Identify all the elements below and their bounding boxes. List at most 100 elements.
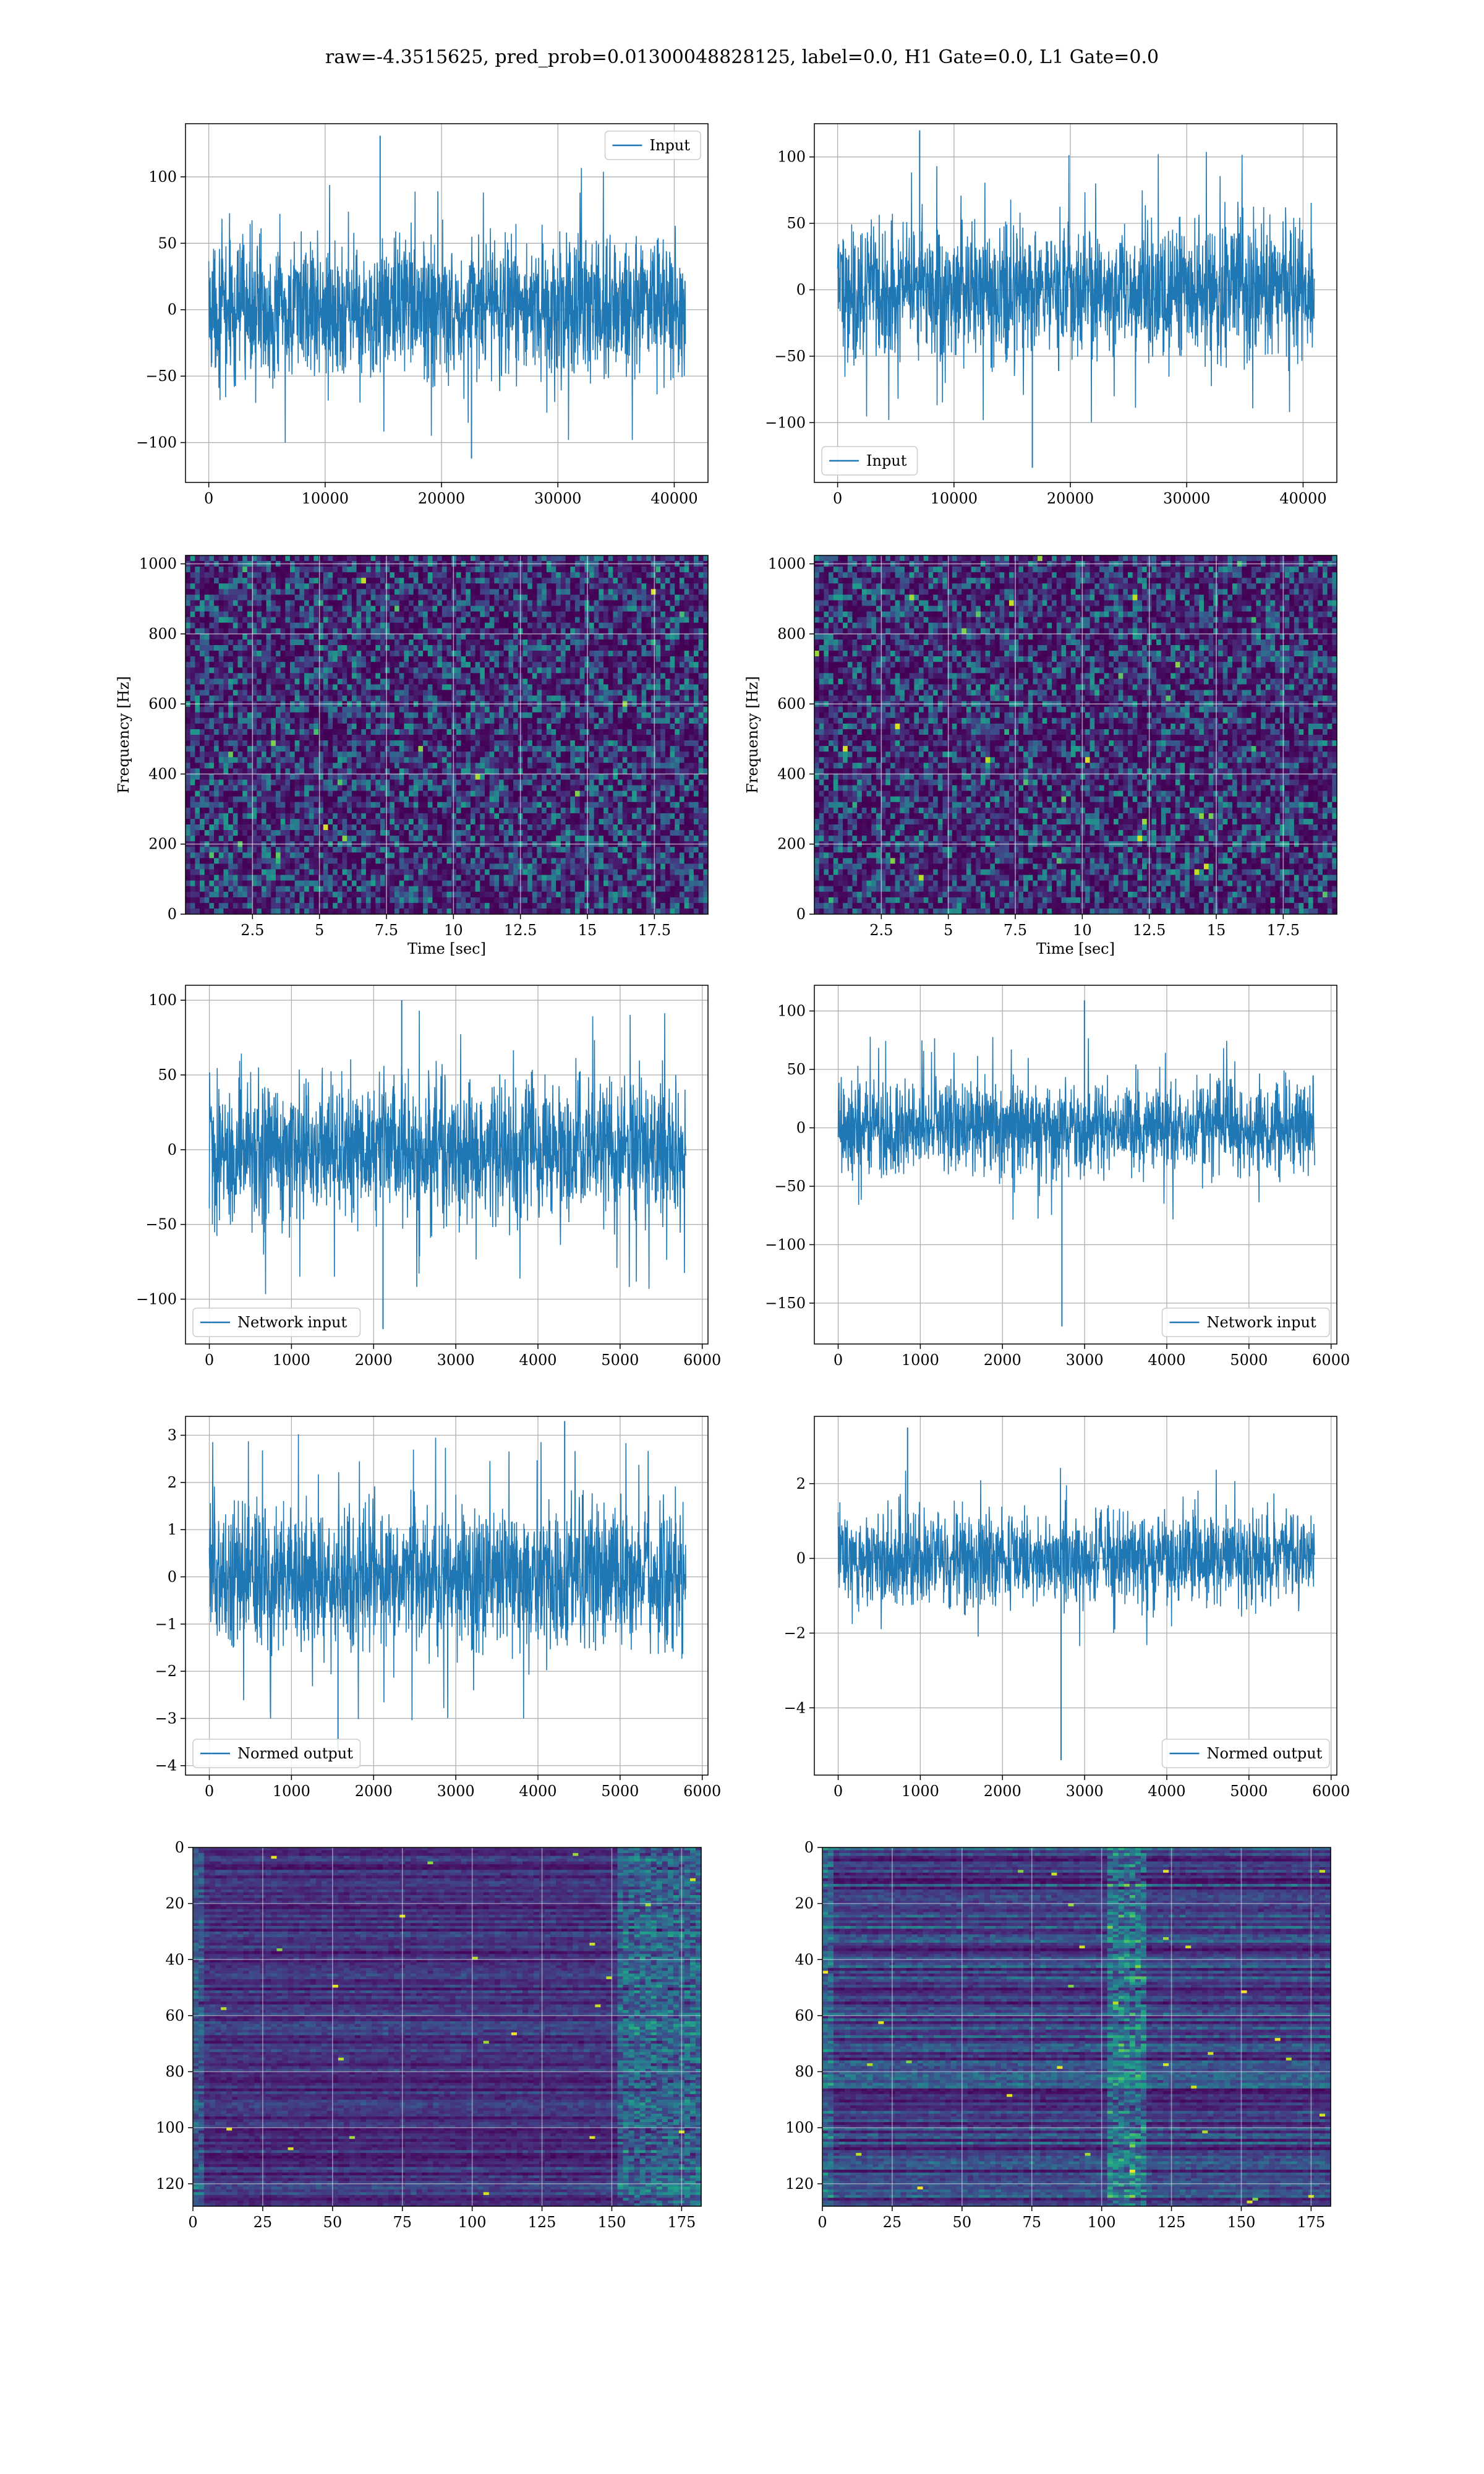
spectrogram-cell bbox=[276, 690, 281, 696]
spectrogram-cell bbox=[262, 572, 267, 578]
spectrogram-cell bbox=[313, 718, 318, 724]
spectrogram-cell bbox=[428, 589, 433, 595]
spectrogram-cell bbox=[675, 690, 680, 696]
spectrogram-cell bbox=[267, 656, 271, 662]
spectrogram-cell bbox=[352, 628, 357, 635]
spectrogram-cell bbox=[366, 751, 371, 758]
spectrogram-cell bbox=[343, 645, 348, 651]
spectrogram-cell bbox=[442, 617, 447, 623]
spectrogram-cell bbox=[552, 785, 556, 792]
spectrogram-cell bbox=[684, 623, 689, 629]
spectrogram-cell bbox=[608, 634, 613, 640]
spectrogram-cell bbox=[513, 729, 518, 735]
spectrogram-cell bbox=[295, 589, 300, 595]
spectrogram-cell bbox=[347, 791, 352, 797]
spectrogram-cell bbox=[409, 612, 414, 618]
spectrogram-cell bbox=[646, 707, 651, 713]
spectrogram-cell bbox=[418, 791, 423, 797]
spectrogram-cell bbox=[485, 797, 490, 803]
spectrogram-cell bbox=[290, 594, 295, 601]
spectrogram-cell bbox=[285, 774, 290, 780]
spectrogram-cell bbox=[428, 617, 433, 623]
spectrogram-cell bbox=[461, 713, 466, 719]
spectrogram-cell bbox=[627, 678, 632, 685]
spectrogram-cell bbox=[338, 746, 343, 752]
spectrogram-cell bbox=[186, 729, 190, 735]
spectrogram-cell bbox=[347, 628, 352, 635]
spectrogram-cell bbox=[399, 645, 404, 651]
spectrogram-cell bbox=[651, 567, 656, 573]
spectrogram-cell bbox=[689, 634, 694, 640]
spectrogram-cell bbox=[247, 735, 252, 741]
spectrogram-cell bbox=[480, 791, 485, 797]
spectrogram-cell bbox=[428, 724, 433, 730]
spectrogram-cell bbox=[371, 729, 376, 735]
spectrogram-cell bbox=[480, 628, 485, 635]
spectrogram-cell bbox=[442, 567, 447, 573]
spectrogram-cell bbox=[437, 707, 442, 713]
spectrogram-cell bbox=[357, 684, 362, 690]
spectrogram-cell bbox=[561, 589, 566, 595]
spectrogram-cell bbox=[394, 606, 399, 612]
spectrogram-cell bbox=[190, 718, 195, 724]
spectrogram-cell bbox=[623, 667, 628, 674]
spectrogram-cell bbox=[499, 662, 504, 668]
spectrogram-cell bbox=[442, 724, 447, 730]
spectrogram-cell bbox=[432, 785, 437, 792]
spectrogram-cell bbox=[394, 684, 399, 690]
spectrogram-cell bbox=[409, 645, 414, 651]
spectrogram-cell bbox=[247, 780, 252, 786]
spectrogram-cell bbox=[428, 667, 433, 674]
spectrogram-cell bbox=[575, 667, 580, 674]
spectrogram-cell bbox=[451, 751, 456, 758]
spectrogram-cell bbox=[347, 678, 352, 685]
spectrogram-cell bbox=[552, 667, 556, 674]
spectrogram-cell bbox=[361, 696, 366, 702]
spectrogram-cell bbox=[281, 656, 286, 662]
spectrogram-cell bbox=[323, 684, 328, 690]
spectrogram-cell bbox=[295, 718, 300, 724]
spectrogram-cell bbox=[522, 662, 527, 668]
spectrogram-cell bbox=[338, 718, 343, 724]
spectrogram-cell bbox=[394, 656, 399, 662]
spectrogram-cell bbox=[309, 802, 314, 808]
spectrogram-cell bbox=[542, 623, 547, 629]
spectrogram-cell bbox=[190, 780, 195, 786]
spectrogram-cell bbox=[352, 740, 357, 747]
spectrogram-cell bbox=[542, 791, 547, 797]
spectrogram-cell bbox=[466, 555, 471, 562]
spectrogram-cell bbox=[304, 802, 309, 808]
spectrogram-cell bbox=[214, 740, 219, 747]
spectrogram-cell bbox=[186, 684, 190, 690]
spectrogram-cell bbox=[214, 662, 219, 668]
spectrogram-cell bbox=[418, 678, 423, 685]
spectrogram-cell bbox=[575, 662, 580, 668]
spectrogram-cell bbox=[490, 724, 495, 730]
spectrogram-cell bbox=[699, 572, 704, 578]
spectrogram-cell bbox=[660, 690, 665, 696]
spectrogram-cell bbox=[186, 606, 190, 612]
spectrogram-cell bbox=[575, 572, 580, 578]
spectrogram-cell bbox=[399, 673, 404, 679]
spectrogram-cell bbox=[561, 667, 566, 674]
spectrogram-cell bbox=[623, 634, 628, 640]
spectrogram-cell bbox=[556, 623, 561, 629]
spectrogram-cell bbox=[660, 780, 665, 786]
spectrogram-cell bbox=[556, 640, 561, 646]
spectrogram-cell bbox=[547, 729, 552, 735]
spectrogram-cell bbox=[281, 623, 286, 629]
spectrogram-cell bbox=[394, 578, 399, 584]
spectrogram-cell bbox=[451, 617, 456, 623]
spectrogram-cell bbox=[471, 662, 475, 668]
spectrogram-cell bbox=[309, 617, 314, 623]
spectrogram-cell bbox=[466, 690, 471, 696]
spectrogram-cell bbox=[328, 583, 333, 589]
spectrogram-cell bbox=[608, 690, 613, 696]
spectrogram-cell bbox=[522, 740, 527, 747]
spectrogram-cell bbox=[357, 713, 362, 719]
spectrogram-cell bbox=[347, 768, 352, 774]
spectrogram-cell bbox=[684, 606, 689, 612]
spectrogram-cell bbox=[404, 645, 409, 651]
spectrogram-cell bbox=[556, 572, 561, 578]
spectrogram-cell bbox=[552, 612, 556, 618]
